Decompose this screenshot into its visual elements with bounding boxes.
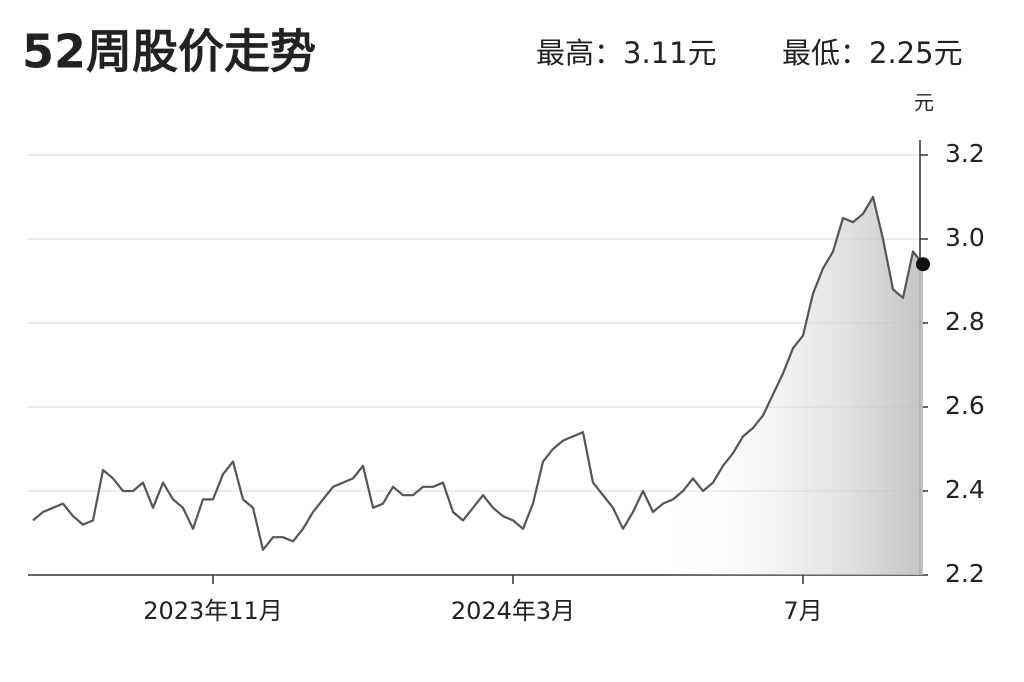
y-tick-label: 3.2 bbox=[945, 139, 985, 168]
y-tick-label: 2.2 bbox=[945, 559, 985, 588]
y-tick-label: 3.0 bbox=[945, 223, 985, 252]
last-point bbox=[916, 257, 930, 272]
price-line bbox=[32, 195, 924, 551]
high-label: 最高：3.11元 bbox=[536, 36, 717, 70]
y-tick-label: 2.4 bbox=[945, 475, 985, 504]
x-tick-label: 7月 bbox=[783, 597, 822, 625]
x-tick-label: 2023年11月 bbox=[143, 597, 283, 625]
y-unit: 元 bbox=[914, 91, 934, 115]
y-tick-label: 2.6 bbox=[945, 391, 985, 420]
area-fill bbox=[33, 197, 923, 575]
y-tick-label: 2.8 bbox=[945, 307, 985, 336]
x-tick-label: 2024年3月 bbox=[451, 597, 575, 625]
low-label: 最低：2.25元 bbox=[782, 36, 963, 70]
chart-title: 52周股价走势 bbox=[22, 25, 316, 79]
